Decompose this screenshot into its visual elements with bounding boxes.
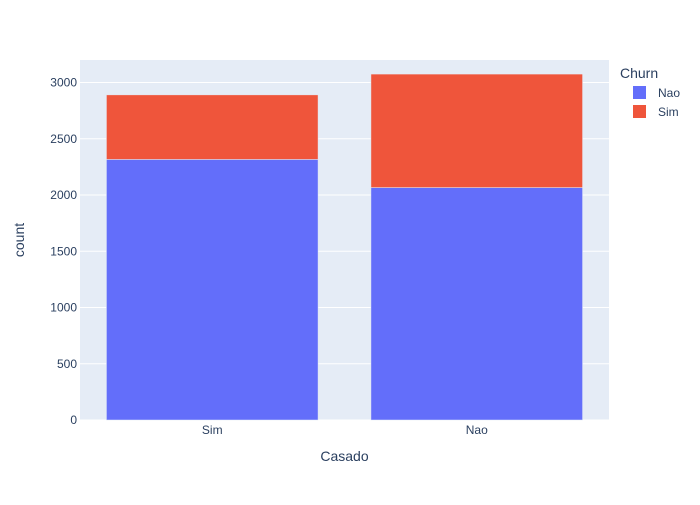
bar-sim-nao	[370, 73, 583, 188]
bar-nao-nao	[370, 187, 583, 421]
y-axis-title: count	[11, 223, 27, 257]
bars	[106, 73, 583, 421]
legend-label: Sim	[658, 105, 679, 119]
bar-nao-sim	[106, 159, 319, 421]
legend-label: Nao	[658, 86, 680, 100]
legend-swatch-nao	[633, 86, 646, 99]
y-tick-label: 500	[57, 357, 77, 371]
legend-swatch-sim	[633, 105, 646, 118]
y-tick-label: 2500	[50, 132, 77, 146]
legend-title: Churn	[620, 65, 658, 81]
y-tick-label: 1000	[50, 301, 77, 315]
x-tick-label: Nao	[466, 423, 488, 437]
x-axis-title: Casado	[320, 448, 368, 464]
bar-sim-sim	[106, 94, 319, 160]
legend-items: Nao Sim	[633, 86, 680, 119]
legend: Churn Nao Sim	[620, 65, 680, 119]
y-tick-label: 2000	[50, 188, 77, 202]
x-axis-ticks: Sim Nao	[202, 423, 488, 437]
x-tick-label: Sim	[202, 423, 223, 437]
y-tick-label: 1500	[50, 244, 77, 258]
y-axis-ticks: 0 500 1000 1500 2000 2500 3000	[50, 76, 77, 428]
y-tick-label: 0	[70, 413, 77, 427]
y-tick-label: 3000	[50, 76, 77, 90]
